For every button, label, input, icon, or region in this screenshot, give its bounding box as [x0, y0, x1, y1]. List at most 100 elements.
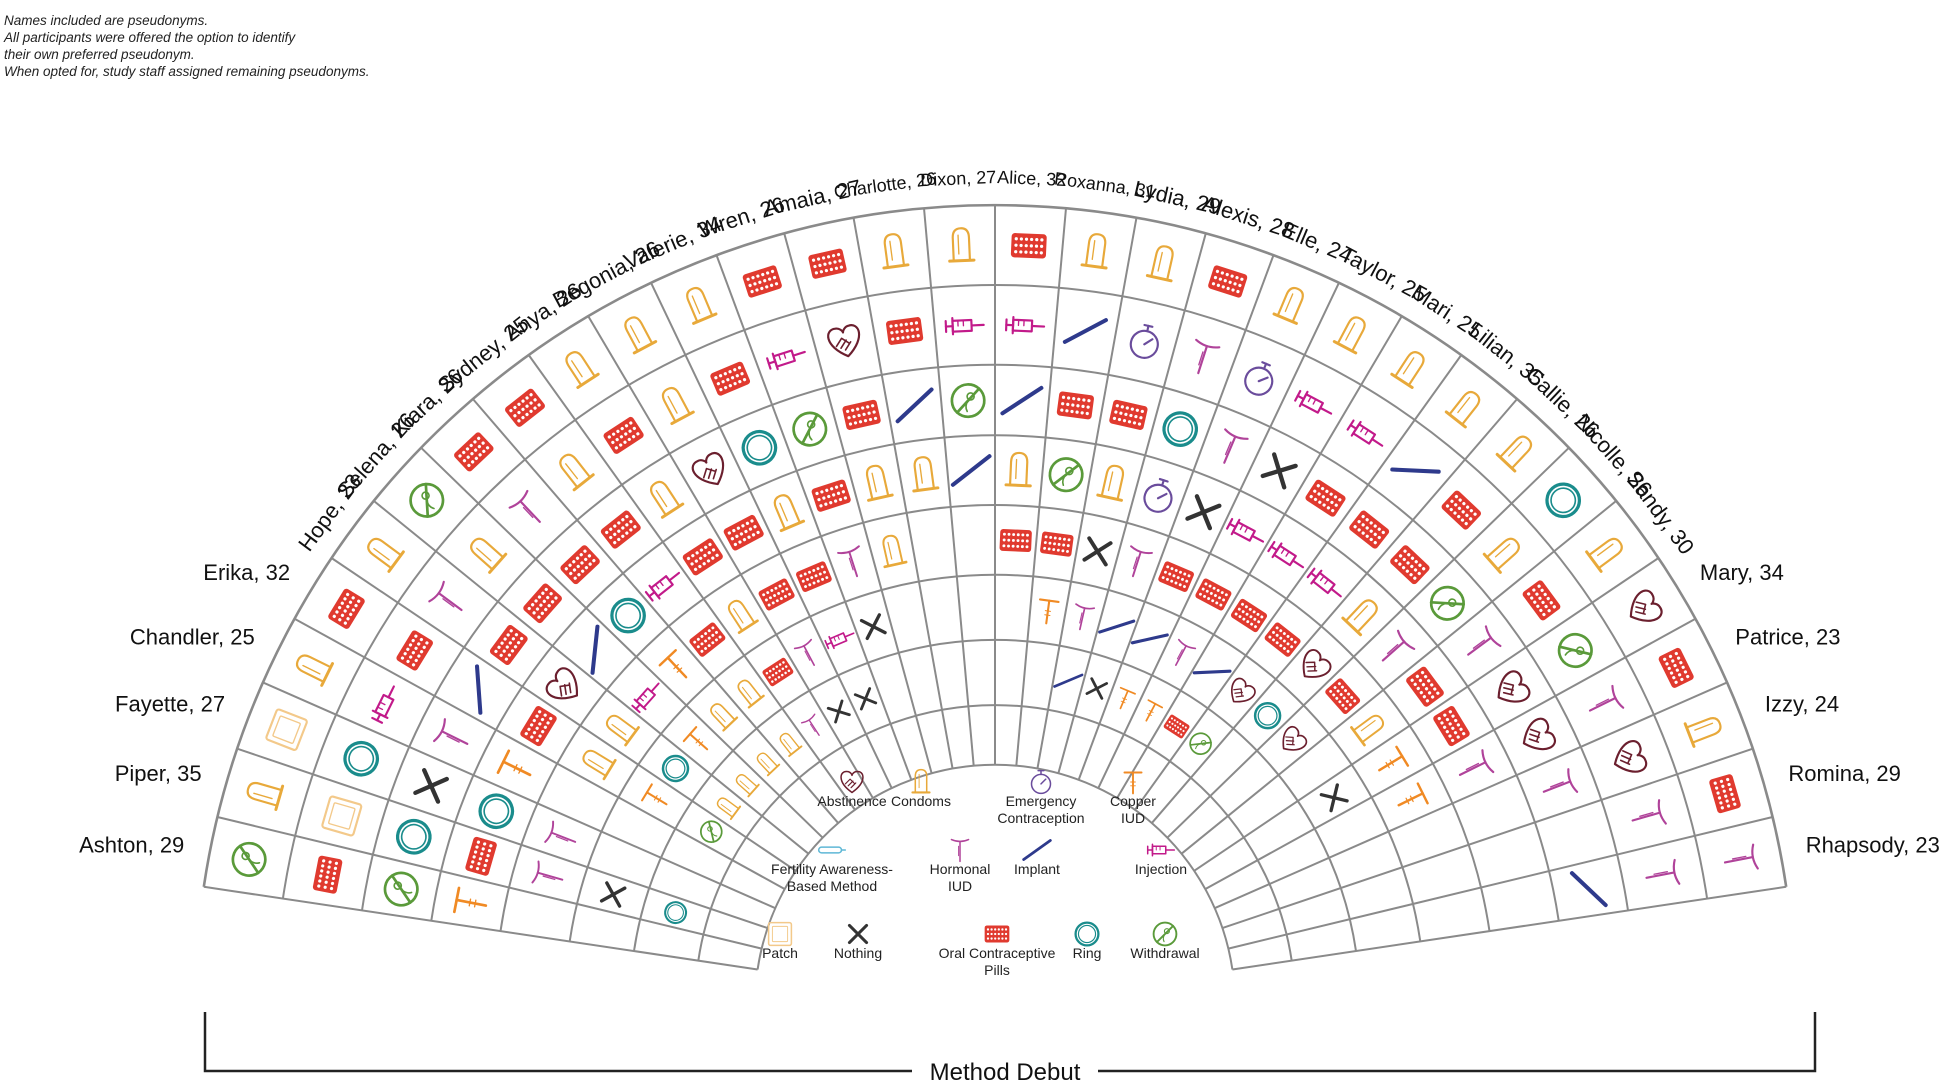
legend-item: Condoms	[891, 768, 951, 809]
implant-icon	[1192, 669, 1232, 675]
grid-spoke	[262, 681, 776, 910]
withdrawal-icon	[409, 482, 445, 518]
legend-item: Abstinence	[817, 770, 887, 809]
method-debut-label: Method Debut	[930, 1059, 1081, 1081]
condom-icon	[1145, 245, 1174, 283]
condom-icon	[565, 351, 600, 389]
condom-icon	[1096, 464, 1125, 502]
hormonal-iud-icon	[950, 838, 970, 863]
grid-spoke	[527, 354, 856, 811]
syringe-icon	[1346, 419, 1384, 447]
x-icon	[1319, 783, 1349, 813]
condom-icon	[737, 679, 765, 709]
grid-spoke	[852, 217, 954, 769]
copper-iud-icon	[658, 649, 688, 679]
grid-spoke	[923, 208, 975, 766]
ring-icon	[395, 818, 432, 855]
legend-label: Nothing	[834, 945, 882, 961]
abstinence-icon	[1629, 589, 1663, 622]
copper-iud-icon	[1397, 782, 1429, 807]
ring-icon	[1253, 701, 1282, 730]
legend-item: Fertility Awareness-Based Method	[771, 846, 893, 894]
legend-label: Hormonal	[930, 861, 991, 877]
participant-name: Sandy, 30	[1621, 466, 1699, 559]
pill-pack-icon	[1010, 233, 1047, 259]
legend-label: Fertility Awareness-	[771, 861, 893, 877]
abstinence-icon	[1613, 739, 1648, 773]
x-icon	[1085, 677, 1109, 700]
legend-item: Nothing	[834, 923, 882, 961]
legend-item: Patch	[762, 921, 798, 961]
condom-icon	[1350, 714, 1385, 747]
legend-label-line2: Contraception	[997, 810, 1084, 826]
pill-pack-icon	[723, 514, 764, 551]
condom-icon	[1444, 390, 1481, 429]
note-line: When opted for, study staff assigned rem…	[4, 64, 370, 79]
grid-spoke	[203, 885, 758, 971]
patch-icon	[321, 795, 363, 837]
implant-icon	[1390, 467, 1441, 474]
copper-iud-icon	[1123, 771, 1143, 795]
note-line: All participants were offered the option…	[4, 30, 296, 45]
pill-pack-icon	[758, 578, 795, 611]
withdrawal-icon	[231, 841, 267, 877]
pill-pack-icon	[603, 416, 644, 454]
grid-spoke	[650, 282, 893, 789]
pill-pack-icon	[1441, 490, 1482, 530]
legend-label: Injection	[1135, 861, 1187, 877]
grid-spoke	[1015, 208, 1067, 766]
withdrawal-icon	[1557, 632, 1593, 669]
pill-pack-icon	[742, 265, 782, 298]
grid-spoke	[1232, 885, 1787, 971]
legend-item: Ring	[1073, 921, 1101, 961]
legend-item: Implant	[1014, 839, 1060, 877]
implant-icon	[1000, 385, 1044, 416]
condom-icon	[1332, 316, 1366, 355]
pill-pack-icon	[710, 361, 751, 396]
legend-label: Patch	[762, 945, 798, 961]
pill-pack-icon	[600, 510, 641, 549]
condom-icon	[911, 768, 931, 794]
ring-icon	[741, 429, 778, 466]
method-icons	[231, 227, 1759, 925]
hormonal-iud-icon	[1458, 749, 1495, 776]
condom-icon	[1495, 435, 1533, 473]
copper-iud-icon	[1145, 699, 1164, 722]
pill-pack-icon	[1305, 479, 1346, 517]
legend-label: Withdrawal	[1130, 945, 1199, 961]
participant-name: Izzy, 24	[1765, 692, 1839, 717]
grid-spoke	[1204, 617, 1696, 890]
abstinence-icon	[1231, 677, 1256, 703]
grid-spoke	[1116, 315, 1403, 799]
copper-iud-icon	[1378, 745, 1410, 772]
hormonal-iud-icon	[1175, 638, 1197, 666]
grid-spoke	[1214, 681, 1728, 910]
pill-pack-icon	[1390, 545, 1430, 585]
condom-icon	[1390, 351, 1425, 389]
hormonal-iud-icon	[1130, 545, 1153, 578]
grid-spoke	[1166, 446, 1570, 839]
stopwatch-icon	[1129, 323, 1159, 359]
grid-spoke	[1077, 254, 1275, 781]
pill-pack-icon	[1040, 531, 1074, 557]
grid-spoke	[1097, 282, 1340, 789]
condom-icon	[912, 456, 940, 493]
condom-icon	[582, 749, 617, 781]
participant-name: Dixon, 27	[920, 167, 997, 190]
condom-icon	[1272, 286, 1304, 325]
condom-icon	[716, 797, 742, 821]
syringe-icon	[766, 349, 806, 371]
stopwatch-icon	[1030, 769, 1052, 795]
legend-label-line2: Based Method	[787, 878, 877, 894]
legend-label: Emergency	[1006, 793, 1077, 809]
copper-iud-icon	[1038, 598, 1060, 625]
syringe-icon	[1146, 843, 1176, 857]
pill-pack-icon	[808, 248, 847, 279]
pill-pack-icon	[1264, 622, 1301, 657]
hormonal-iud-icon	[793, 638, 815, 666]
pill-pack-icon	[520, 706, 557, 747]
grid-spoke	[1150, 398, 1518, 824]
